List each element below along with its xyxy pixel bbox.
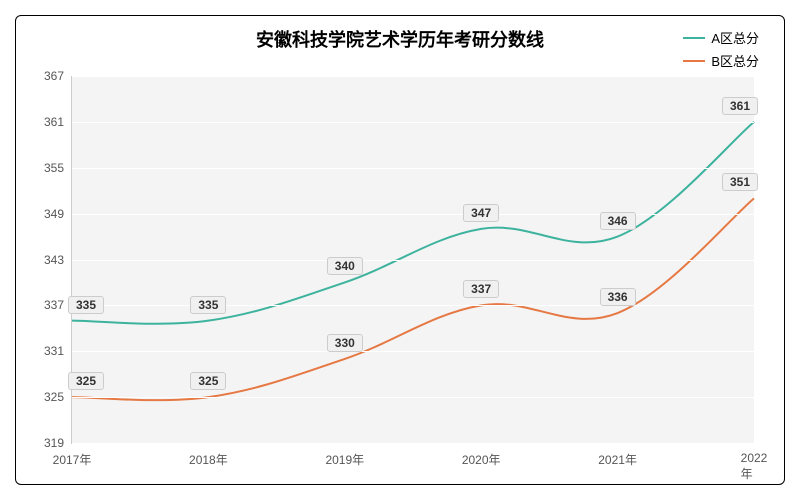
grid-line — [72, 260, 754, 261]
y-axis-label: 325 — [44, 390, 64, 404]
legend-label-a: A区总分 — [711, 28, 759, 47]
legend-swatch-a — [683, 37, 705, 39]
data-label: 325 — [68, 372, 104, 390]
data-label: 347 — [463, 204, 499, 222]
grid-line — [72, 122, 754, 123]
grid-line — [72, 76, 754, 77]
y-axis-label: 337 — [44, 298, 64, 312]
data-label: 361 — [722, 97, 758, 115]
y-axis-label: 355 — [44, 161, 64, 175]
x-axis-label: 2017年 — [53, 451, 92, 468]
data-label: 336 — [600, 288, 636, 306]
y-axis-label: 331 — [44, 344, 64, 358]
data-label: 330 — [327, 334, 363, 352]
y-axis-label: 361 — [44, 115, 64, 129]
x-axis-label: 2020年 — [462, 451, 501, 468]
y-axis-label: 343 — [44, 253, 64, 267]
x-axis-label: 2019年 — [325, 451, 364, 468]
data-label: 325 — [190, 372, 226, 390]
grid-line — [72, 168, 754, 169]
y-axis-label: 319 — [44, 436, 64, 450]
legend: A区总分 B区总分 — [683, 28, 759, 74]
series-line-1 — [72, 198, 754, 400]
grid-line — [72, 443, 754, 444]
data-label: 335 — [190, 296, 226, 314]
grid-line — [72, 305, 754, 306]
legend-swatch-b — [683, 60, 705, 62]
chart-title: 安徽科技学院艺术学历年考研分数线 — [256, 26, 544, 52]
x-axis-label: 2021年 — [598, 451, 637, 468]
y-axis-label: 349 — [44, 207, 64, 221]
grid-line — [72, 351, 754, 352]
data-label: 337 — [463, 280, 499, 298]
chart-container: 安徽科技学院艺术学历年考研分数线 A区总分 B区总分 3193253313373… — [0, 0, 800, 500]
data-label: 340 — [327, 257, 363, 275]
data-label: 351 — [722, 173, 758, 191]
legend-item-b: B区总分 — [683, 51, 759, 70]
plot-area: 3193253313373433493553613672017年2018年201… — [71, 76, 754, 444]
grid-line — [72, 397, 754, 398]
legend-label-b: B区总分 — [711, 51, 759, 70]
grid-line — [72, 214, 754, 215]
data-label: 335 — [68, 296, 104, 314]
x-axis-label: 2018年 — [189, 451, 228, 468]
x-axis-label: 2022年 — [741, 451, 768, 482]
chart-border: 安徽科技学院艺术学历年考研分数线 A区总分 B区总分 3193253313373… — [15, 15, 785, 485]
y-axis-label: 367 — [44, 69, 64, 83]
data-label: 346 — [600, 212, 636, 230]
legend-item-a: A区总分 — [683, 28, 759, 47]
